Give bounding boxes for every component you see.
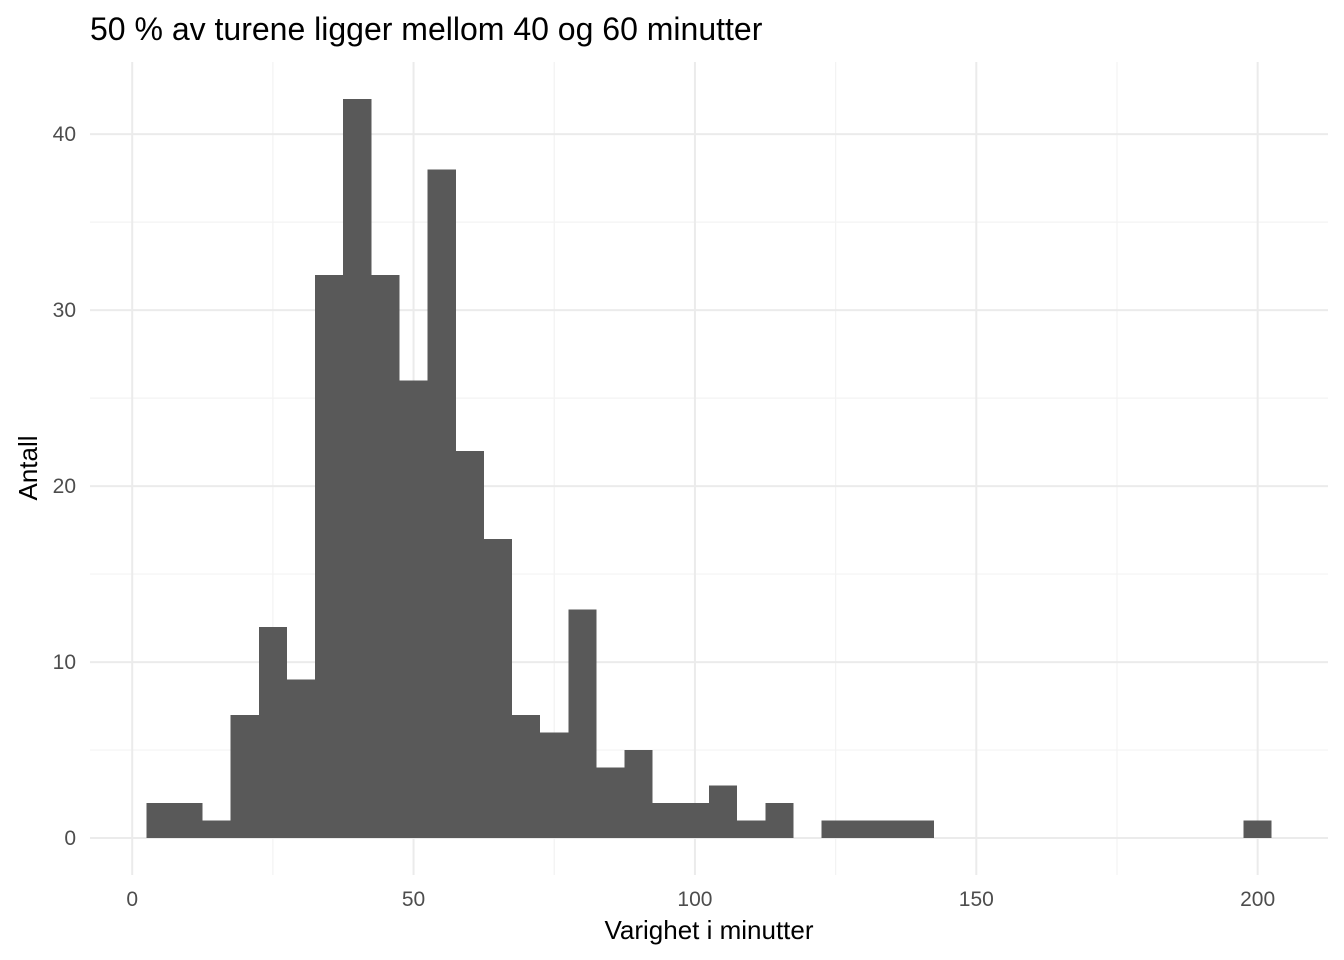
histogram-bar: [315, 274, 344, 839]
x-tick-label: 200: [1240, 888, 1275, 911]
histogram-bar: [709, 785, 738, 839]
x-axis-ticks: 0 50 100 150 200: [126, 888, 1275, 911]
histogram-bar: [624, 750, 653, 839]
histogram-bar: [596, 767, 625, 839]
x-tick-label: 50: [402, 888, 425, 911]
y-tick-label: 20: [53, 475, 76, 498]
histogram-bar: [230, 714, 259, 839]
x-tick-label: 100: [677, 888, 712, 911]
y-tick-label: 30: [53, 299, 76, 322]
histogram-bar: [399, 380, 428, 839]
histogram-bar: [905, 820, 935, 839]
histogram-bar: [427, 169, 456, 839]
histogram-bar: [1243, 820, 1272, 839]
histogram-bar: [737, 820, 766, 839]
histogram-bar: [371, 274, 400, 839]
y-axis-ticks: 0 10 20 30 40: [53, 123, 76, 850]
histogram-bar: [877, 820, 906, 839]
histogram-bar: [765, 802, 794, 839]
histogram-bar: [286, 679, 316, 839]
histogram-bar: [540, 732, 569, 839]
histogram-bar: [174, 802, 203, 839]
histogram-bar: [343, 98, 372, 839]
y-tick-label: 40: [53, 123, 76, 146]
histogram-bar: [146, 802, 175, 839]
y-axis-title: Antall: [13, 435, 43, 500]
y-tick-label: 0: [64, 827, 76, 850]
x-tick-label: 0: [126, 888, 138, 911]
histogram-bar: [568, 609, 597, 839]
histogram-bar: [483, 538, 513, 839]
histogram-bar: [258, 626, 287, 839]
histogram-bar: [512, 714, 541, 839]
y-tick-label: 10: [53, 651, 76, 674]
histogram-bar: [455, 450, 484, 839]
histogram-bar: [680, 802, 709, 839]
histogram-bar: [202, 820, 231, 839]
histogram-bar: [821, 820, 850, 839]
chart-title: 50 % av turene ligger mellom 40 og 60 mi…: [90, 11, 763, 47]
histogram-bar: [849, 820, 878, 839]
x-tick-label: 150: [959, 888, 994, 911]
histogram-bars: [146, 98, 1272, 839]
histogram-bar: [652, 802, 681, 839]
x-axis-title: Varighet i minutter: [604, 915, 813, 945]
